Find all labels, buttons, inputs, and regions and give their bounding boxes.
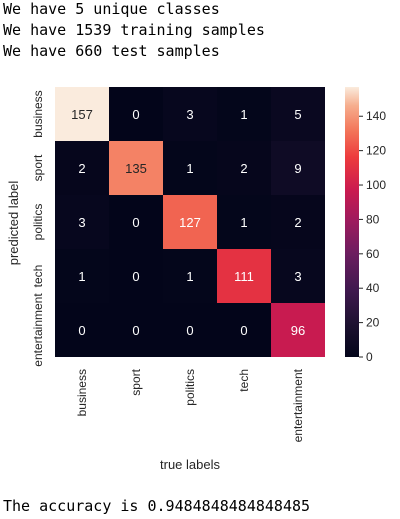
- heatmap-cell: [109, 249, 163, 303]
- heatmap-cell: [163, 87, 217, 141]
- cell-value-label: 0: [186, 323, 193, 338]
- console-line-test: We have 660 test samples: [3, 42, 220, 60]
- heatmap-cell: [217, 195, 271, 249]
- y-axis-title: predicted label: [6, 181, 21, 266]
- heatmap-cell: [217, 303, 271, 357]
- console-line-training: We have 1539 training samples: [3, 21, 265, 39]
- colorbar-tick-label: 0: [366, 350, 373, 364]
- cell-value-label: 1: [240, 215, 247, 230]
- cell-value-label: 135: [125, 161, 147, 176]
- cell-value-label: 0: [132, 323, 139, 338]
- cell-value-label: 1: [186, 161, 193, 176]
- cell-value-label: 0: [132, 107, 139, 122]
- cell-value-label: 2: [78, 161, 85, 176]
- y-tick-label: politics: [31, 204, 45, 241]
- x-tick-label: sport: [129, 368, 143, 395]
- heatmap-cell: [55, 249, 109, 303]
- x-tick-label: tech: [237, 369, 251, 392]
- heatmap-cell: [163, 195, 217, 249]
- colorbar-tick-label: 60: [366, 247, 380, 261]
- x-tick-label: entertainment: [291, 368, 305, 442]
- cell-value-label: 96: [291, 323, 305, 338]
- y-tick-label: sport: [31, 154, 45, 181]
- colorbar-tick-label: 40: [366, 281, 380, 295]
- heatmap-cell: [109, 303, 163, 357]
- cell-value-label: 0: [132, 269, 139, 284]
- cell-value-label: 3: [186, 107, 193, 122]
- cell-value-label: 127: [179, 215, 201, 230]
- console-line-accuracy: The accuracy is 0.9484848484848485: [3, 497, 311, 515]
- heatmap-cell: [271, 87, 325, 141]
- heatmap-cell: [163, 141, 217, 195]
- heatmap-cell: [217, 141, 271, 195]
- cell-value-label: 1: [78, 269, 85, 284]
- heatmap-cell: [109, 87, 163, 141]
- cell-value-label: 0: [132, 215, 139, 230]
- heatmap-cell: [217, 249, 271, 303]
- cell-value-label: 157: [71, 107, 93, 122]
- heatmap-cell: [55, 141, 109, 195]
- cell-value-label: 3: [78, 215, 85, 230]
- confusion-matrix-heatmap: 157 0 3 1 52 135 1 2 93 0 127 1 21 0 1 111 30 0 0 0 96 busin…: [6, 87, 386, 472]
- colorbar-tick-label: 140: [366, 109, 386, 123]
- cell-value-label: 0: [240, 323, 247, 338]
- cell-value-label: 0: [78, 323, 85, 338]
- heatmap-cell: [271, 195, 325, 249]
- cell-value-label: 2: [240, 161, 247, 176]
- y-tick-label: business: [31, 90, 45, 137]
- colorbar: [345, 87, 359, 357]
- y-tick-label: tech: [31, 265, 45, 288]
- heatmap-cell: [163, 249, 217, 303]
- heatmap-cell: [271, 249, 325, 303]
- cell-value-label: 111: [234, 269, 254, 284]
- heatmap-cell: [217, 87, 271, 141]
- heatmap-cell: [55, 303, 109, 357]
- colorbar-tick-label: 100: [366, 178, 386, 192]
- heatmap-cell: [55, 87, 109, 141]
- heatmap-cell: [163, 303, 217, 357]
- cell-value-label: 3: [294, 269, 301, 284]
- heatmap-cell: [271, 303, 325, 357]
- y-tick-label: entertainment: [31, 293, 45, 367]
- cell-value-label: 1: [186, 269, 193, 284]
- heatmap-cell: [109, 195, 163, 249]
- colorbar-tick-label: 20: [366, 316, 380, 330]
- console-line-classes: We have 5 unique classes: [3, 0, 220, 18]
- cell-value-label: 1: [240, 107, 247, 122]
- heatmap-cell: [55, 195, 109, 249]
- x-tick-label: business: [75, 369, 89, 416]
- x-axis-title: true labels: [160, 457, 220, 472]
- cell-value-label: 9: [294, 161, 301, 176]
- heatmap-cell: [271, 141, 325, 195]
- colorbar-tick-label: 80: [366, 212, 380, 226]
- colorbar-tick-label: 120: [366, 144, 386, 158]
- x-tick-label: politics: [183, 369, 197, 406]
- heatmap-cell: [109, 141, 163, 195]
- cell-value-label: 5: [294, 107, 301, 122]
- cell-value-label: 2: [294, 215, 301, 230]
